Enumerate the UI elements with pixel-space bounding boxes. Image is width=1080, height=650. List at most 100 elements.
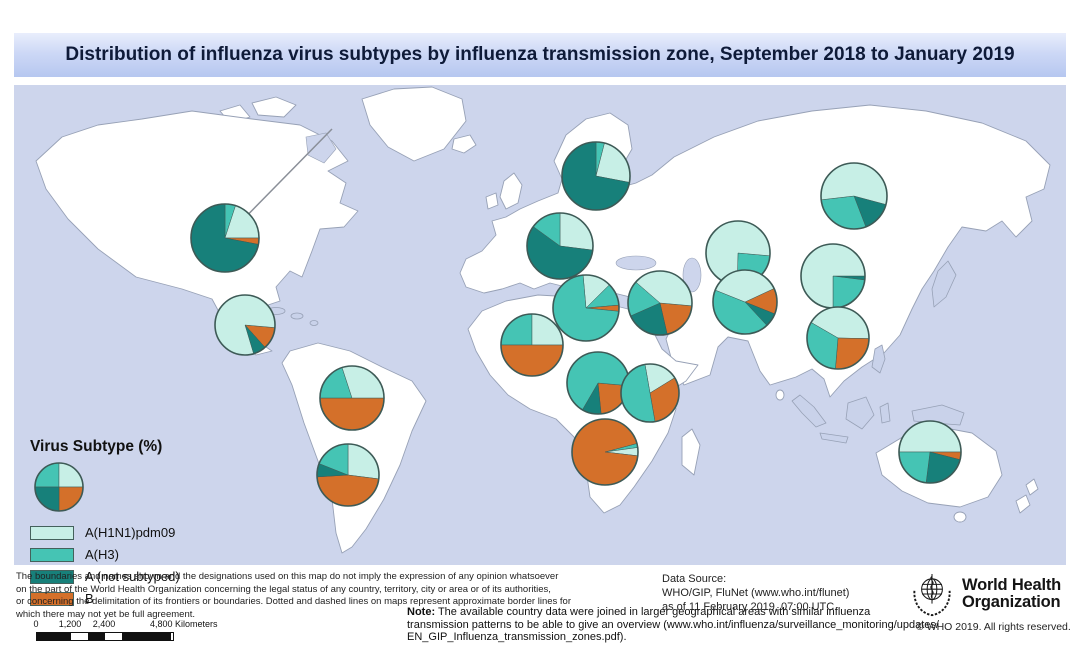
- pie-outline: [561, 141, 631, 211]
- hudson-bay: [305, 132, 337, 164]
- legend-items: A(H1N1)pdm09 A(H3) A (not subtyped) B: [30, 525, 180, 613]
- islands-japan: [931, 260, 957, 308]
- data-source: Data Source: WHO/GIP, FluNet (www.who.in…: [662, 572, 849, 614]
- pie-western-asia: [627, 270, 693, 336]
- pie-central-america-caribbean: [214, 294, 276, 356]
- data-source-line-2: WHO/GIP, FluNet (www.who.int/flunet): [662, 587, 850, 599]
- pie-outline: [500, 313, 564, 377]
- pie-outline: [571, 418, 639, 486]
- disclaimer-line-2: on the part of the World Health Organiza…: [16, 583, 551, 595]
- scale-tick-2400: 2,400: [92, 619, 116, 629]
- legend-swatch-ANS: [30, 569, 74, 584]
- pie-outline: [898, 420, 962, 484]
- land-madagascar: [681, 428, 701, 476]
- island-hispaniola: [290, 312, 304, 320]
- pie-southern-asia: [712, 269, 778, 335]
- legend-label-H3: A(H3): [85, 547, 119, 562]
- pie-outline: [806, 306, 870, 370]
- scale-tick-1200: 1,200: [58, 619, 82, 629]
- disclaimer-line-3: or concerning the delimitation of its fr…: [16, 596, 572, 607]
- legend-label-B: B: [85, 591, 94, 606]
- pie-oceania-melanesia-polynesia: [898, 420, 962, 484]
- pie-outline: [820, 162, 888, 230]
- data-source-line-3: as of 11 February 2019, 07:00 UTC: [662, 601, 835, 613]
- legend-item-B: B: [30, 591, 180, 606]
- boundaries-disclaimer: The boundaries and names shown and the d…: [16, 571, 571, 621]
- legend-swatch-H1N1: [30, 525, 74, 540]
- note-line-2: transmission patterns to be able to give…: [407, 618, 939, 631]
- caspian-sea: [682, 257, 702, 293]
- land-greenland: [361, 86, 467, 162]
- island-borneo: [845, 396, 875, 430]
- land-ireland: [485, 192, 499, 210]
- pie-western-africa: [500, 313, 564, 377]
- disclaimer-line-1: The boundaries and names shown and the d…: [16, 571, 559, 582]
- disclaimer-line-4: which there may not yet be full agreemen…: [16, 608, 196, 620]
- pie-legend-sample: [34, 462, 84, 512]
- legend-item-ANS: A (not subtyped): [30, 569, 180, 584]
- note-label: Note:: [407, 606, 436, 618]
- pie-outline: [319, 365, 385, 431]
- land-new-zealand-north: [1025, 478, 1039, 496]
- black-sea: [615, 255, 657, 271]
- pie-outline: [526, 212, 594, 280]
- island-sulawesi: [879, 402, 891, 424]
- who-name-line-1: World Health: [962, 576, 1062, 594]
- land-great-britain: [499, 172, 523, 210]
- legend-item-H3: A(H3): [30, 547, 180, 562]
- pie-eastern-asia: [800, 243, 866, 309]
- note-line-3: EN_GIP_Influenza_transmission_zones.pdf)…: [407, 631, 627, 643]
- pie-outline: [627, 270, 693, 336]
- pie-outline: [620, 363, 680, 423]
- map-title-bar: Distribution of influenza virus subtypes…: [14, 33, 1066, 77]
- pie-outline: [712, 269, 778, 335]
- pie-outline: [316, 443, 380, 507]
- pie-northern-europe: [561, 141, 631, 211]
- island-new-guinea: [911, 404, 965, 426]
- island-sumatra: [791, 394, 827, 428]
- pie-south-east-asia: [806, 306, 870, 370]
- who-name-line-2: Organization: [962, 593, 1061, 611]
- note-text-1: The available country data were joined i…: [435, 606, 871, 618]
- pie-eastern-africa: [620, 363, 680, 423]
- pie-northern-africa: [552, 274, 620, 342]
- legend-item-H1N1: A(H1N1)pdm09: [30, 525, 180, 540]
- who-copyright: © WHO 2019. All rights reserved.: [916, 621, 1071, 633]
- world-map-area: Virus Subtype (%) A(H1N1)pdm09 A(H3) A (no…: [14, 85, 1066, 643]
- legend-swatch-H3: [30, 547, 74, 562]
- data-source-line-1: Data Source:: [662, 573, 727, 585]
- world-map: [35, 86, 1051, 554]
- scale-tick-4800: 4,800 Kilometers: [150, 619, 218, 629]
- pie-tropical-south-america: [319, 365, 385, 431]
- land-new-zealand-south: [1015, 494, 1031, 514]
- pie-southern-africa: [571, 418, 639, 486]
- legend-label-H1N1: A(H1N1)pdm09: [85, 525, 176, 540]
- scale-tick-0: 0: [33, 619, 39, 629]
- legend-title: Virus Subtype (%): [30, 438, 163, 455]
- who-name: World Health Organization: [962, 577, 1061, 611]
- pie-outline: [190, 203, 260, 273]
- map-note: Note: The available country data were jo…: [407, 606, 967, 644]
- who-emblem-icon: [913, 574, 951, 617]
- legend-label-ANS: A (not subtyped): [85, 569, 180, 584]
- pie-outline: [214, 294, 276, 356]
- note-line-1: Note: The available country data were jo…: [407, 606, 967, 619]
- pie-south-west-europe: [526, 212, 594, 280]
- pie-eastern-europe: [820, 162, 888, 230]
- legend-swatch-B: [30, 591, 74, 606]
- who-branding: World Health Organization © WHO 2019. Al…: [908, 570, 1071, 633]
- land-iceland: [451, 134, 477, 154]
- island-tasmania: [953, 511, 967, 523]
- islands-philippines: [871, 344, 886, 374]
- zone-pie-charts: [190, 141, 962, 507]
- page-title: Distribution of influenza virus subtypes…: [65, 44, 1015, 65]
- island-antilles: [309, 320, 319, 326]
- island-java: [819, 432, 849, 444]
- pie-temperate-south-america: [316, 443, 380, 507]
- island-sri-lanka: [775, 389, 785, 401]
- pie-middle-africa: [566, 351, 630, 415]
- scale-bar: [36, 632, 174, 641]
- land-arctic-islands: [251, 96, 297, 118]
- pie-outline: [552, 274, 620, 342]
- pie-north-america: [190, 203, 260, 273]
